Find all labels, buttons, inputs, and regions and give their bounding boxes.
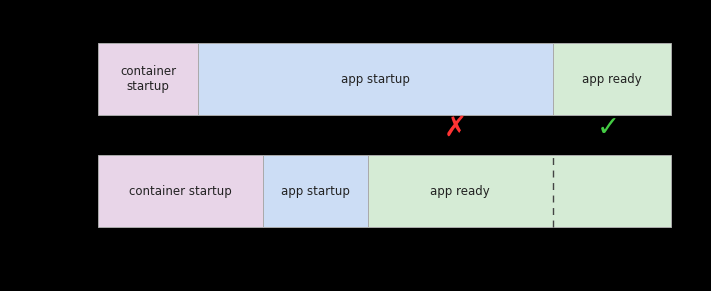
Text: app startup: app startup	[281, 184, 350, 198]
Text: app startup: app startup	[341, 72, 410, 86]
Bar	[263, 155, 368, 227]
Text: app ready: app ready	[430, 184, 490, 198]
Text: app ready: app ready	[582, 72, 642, 86]
Bar	[368, 155, 671, 227]
Bar	[198, 43, 553, 115]
Text: ✗: ✗	[444, 114, 466, 142]
Text: ✓: ✓	[597, 114, 619, 142]
Text: container
startup: container startup	[120, 65, 176, 93]
Text: container startup: container startup	[129, 184, 232, 198]
Bar	[98, 155, 263, 227]
Bar	[553, 43, 671, 115]
Bar	[98, 43, 198, 115]
